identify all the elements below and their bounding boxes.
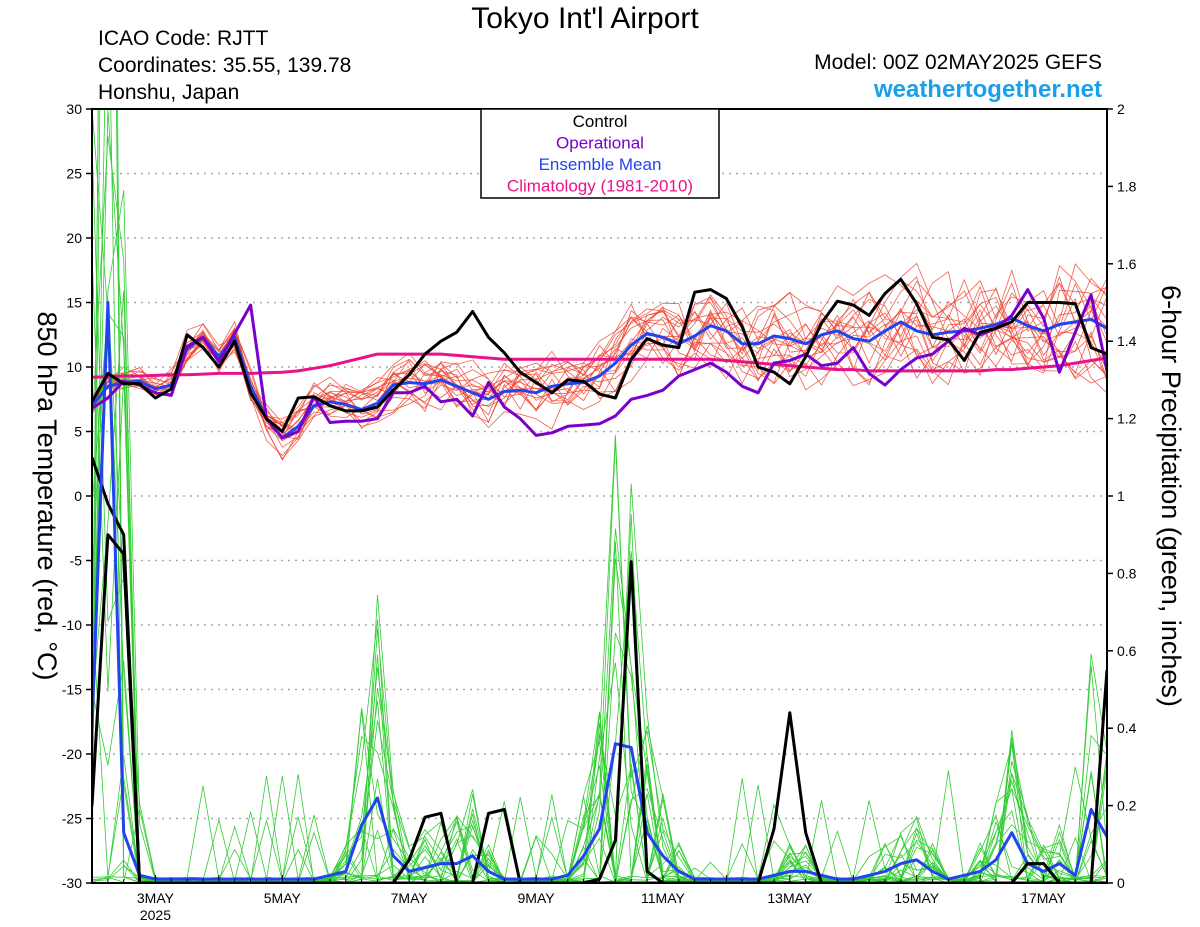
page-title: Tokyo Int'l Airport [471,2,699,35]
ensemble-precip-member [92,109,1107,883]
legend-entry: Operational [556,134,644,153]
region: Honshu, Japan [98,81,240,104]
right-tick-label: 0.8 [1117,565,1137,581]
right-tick-label: 1.2 [1117,411,1137,427]
legend-entry: Control [573,112,628,131]
x-tick-year: 2025 [140,907,171,923]
x-tick-label: 13MAY [767,890,813,906]
ensemble-precip-member [92,135,1107,883]
ensemble-temp-member [92,271,1107,461]
coordinates: Coordinates: 35.55, 139.78 [98,54,352,77]
right-tick-label: 1.8 [1117,178,1137,194]
x-tick-label: 11MAY [641,890,685,906]
temp-line-climatology-1981-2010 [92,352,1107,379]
legend-box [480,108,720,199]
x-tick-label: 17MAY [1021,890,1067,906]
right-tick-label: 1 [1117,488,1125,504]
x-tick-label: 9MAY [518,890,556,906]
left-tick-label: -20 [62,746,82,762]
x-tick-label: 5MAY [264,890,302,906]
left-tick-label: -25 [62,811,82,827]
x-tick-label: 3MAY [137,890,175,906]
left-tick-label: 5 [74,424,82,440]
precip-line-ensemble-mean [92,301,1107,881]
left-tick-label: 15 [66,295,82,311]
left-tick-label: 0 [74,488,82,504]
model-run: Model: 00Z 02MAY2025 GEFS [814,51,1102,74]
right-tick-label: 1.6 [1117,256,1137,272]
icao-code: ICAO Code: RJTT [98,27,269,50]
right-tick-label: 0 [1117,875,1125,891]
right-tick-label: 0.6 [1117,643,1137,659]
site-link[interactable]: weathertogether.net [873,76,1102,103]
right-tick-label: 1.4 [1117,333,1137,349]
left-tick-label: 30 [66,101,82,117]
legend-entry: Climatology (1981-2010) [507,177,693,196]
left-tick-label: 20 [66,230,82,246]
left-tick-label: 25 [66,166,82,182]
ensemble-temp-member [92,292,1107,434]
ensemble-precip-member [92,109,1107,883]
right-tick-label: 2 [1117,101,1125,117]
legend-entry: Ensemble Mean [539,155,662,174]
left-tick-label: -15 [62,682,82,698]
left-tick-label: -10 [62,617,82,633]
ensemble-precip-member [92,190,1107,883]
left-axis-label: 850 hPa Temperature (red, °C) [32,312,62,681]
right-tick-label: 0.2 [1117,798,1137,814]
right-axis-label: 6-hour Precipitation (green, inches) [1156,285,1186,707]
right-tick-label: 0.4 [1117,720,1137,736]
left-tick-label: 10 [66,359,82,375]
left-tick-label: -5 [70,553,83,569]
ensemble-temp-member [92,275,1107,430]
left-tick-label: -30 [62,875,82,891]
ensemble-precip-member [92,142,1107,883]
x-tick-label: 15MAY [894,890,940,906]
ensemble-temp-member [92,274,1107,423]
x-tick-label: 7MAY [391,890,429,906]
temp-line-control [92,277,1107,433]
